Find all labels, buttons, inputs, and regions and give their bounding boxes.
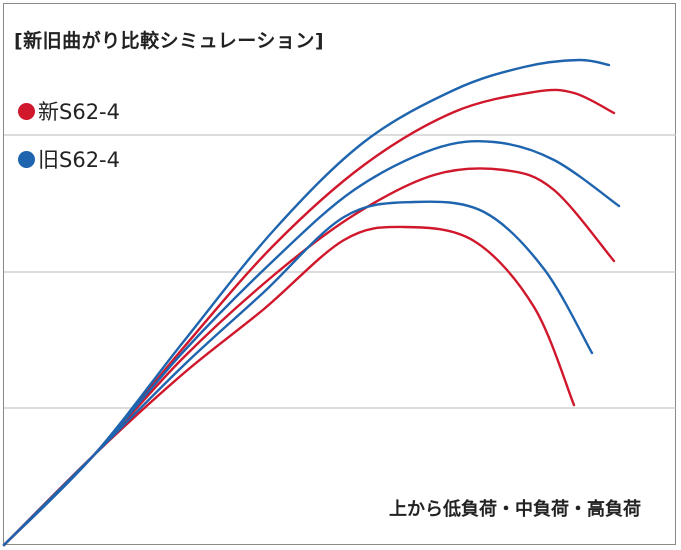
curve-old-low	[2, 58, 611, 547]
legend-dot-new	[18, 102, 35, 120]
curve-group	[2, 58, 621, 547]
legend-label-new: 新S62-4	[38, 100, 120, 124]
load-order-note: 上から低負荷・中負荷・高負荷	[389, 499, 641, 520]
legend-label-old: 旧S62-4	[38, 148, 120, 172]
legend-dot-old	[18, 150, 35, 168]
legend-item-old: 旧S62-4	[18, 144, 120, 174]
curve-old-high	[2, 200, 594, 547]
chart-frame	[3, 3, 676, 545]
gridlines	[4, 134, 676, 409]
curve-new-mid	[2, 167, 616, 547]
curve-old-mid	[2, 140, 621, 547]
chart-title: [新旧曲がり比較シミュレーション]	[14, 30, 325, 52]
legend-item-new: 新S62-4	[18, 96, 120, 126]
